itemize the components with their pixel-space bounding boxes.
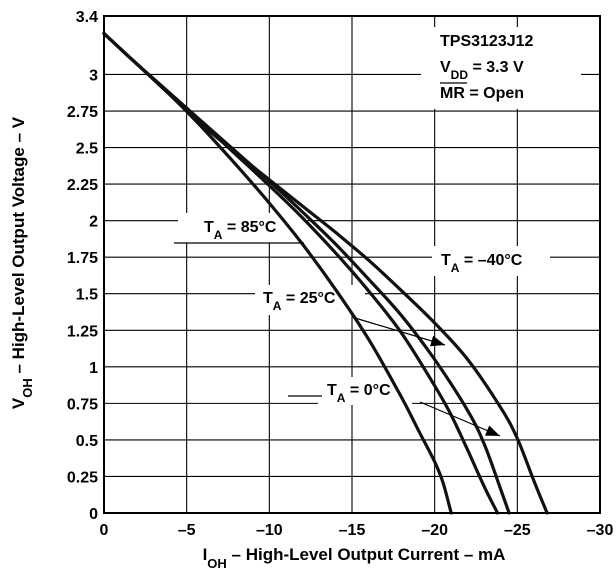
x-tick-label: –5 [178,522,196,539]
label-0c: TA = 0°C [327,382,391,405]
legend-device: TPS3123J12 [440,33,534,50]
y-tick-label: 1.25 [67,323,98,340]
y-tick-label: 0.75 [67,396,98,413]
y-tick-label: 2.5 [76,141,98,158]
legend-vdd-sub: DD [451,68,469,82]
x-tick-label: –20 [421,522,448,539]
y-tick-label: 2 [89,214,98,231]
series-curves [102,31,549,515]
legend-mr-over: MR [440,85,465,102]
annotation-leaders [174,242,501,437]
label-background [432,246,550,276]
y-tick-label: 1.5 [76,287,98,304]
y-tick-label: 0 [89,506,98,523]
x-tick-labels: 0 –5 –10 –15 –20 –25 –30 [100,522,614,539]
x-axis-title-sub: OH [207,556,227,571]
plot-frame [103,15,601,514]
leader-line [419,401,501,437]
x-tick-label: –10 [256,522,283,539]
label-background [178,213,306,243]
label-85c: TA = 85°C [204,219,277,242]
x-axis-title-main: I [203,545,208,564]
series-line [102,31,549,515]
y-axis-title: VOH – High-Level Output Voltage – V [9,116,35,409]
y-tick-label: 2.25 [67,177,98,194]
y-axis-title-rest: – High-Level Output Voltage – V [9,116,28,378]
y-tick-label: 0.5 [76,433,98,450]
leader-line [354,317,446,346]
x-tick-label: –30 [587,522,614,539]
legend-mr-rest: = Open [465,85,524,102]
label-minus40c: TA = –40°C [441,252,523,275]
series-line [102,31,453,515]
legend-vdd-rest: = 3.3 V [468,59,524,76]
x-tick-label: –25 [504,522,531,539]
y-tick-label: 2.75 [67,104,98,121]
leader-arrowhead [430,335,445,347]
y-tick-label: 3 [89,67,98,84]
legend-mr: MR = Open [440,85,524,102]
y-tick-label: 1.75 [67,250,98,267]
legend-vdd-main: V [440,59,451,76]
leader-arrowhead [484,425,500,436]
y-axis-title-main: V [9,397,28,409]
y-axis-title-sub: OH [20,378,35,398]
x-axis-title: IOH – High-Level Output Current – mA [203,545,506,571]
legend-vdd: VDD = 3.3 V [440,59,524,82]
y-tick-labels: 0 0.25 0.5 0.75 1 1.25 1.5 1.75 2 2.25 2.5 2.75 3 3.4 [67,9,98,523]
label-background [255,285,365,315]
x-axis-title-rest: – High-Level Output Current – mA [227,545,506,564]
y-tick-label: 1 [89,360,98,377]
x-tick-label: –15 [339,522,366,539]
label-25c: TA = 25°C [263,290,336,313]
x-tick-label: 0 [100,522,109,539]
y-tick-label: 0.25 [67,469,98,486]
y-tick-label: 3.4 [76,9,98,26]
label-background [421,27,581,109]
label-backgrounds [178,27,581,405]
